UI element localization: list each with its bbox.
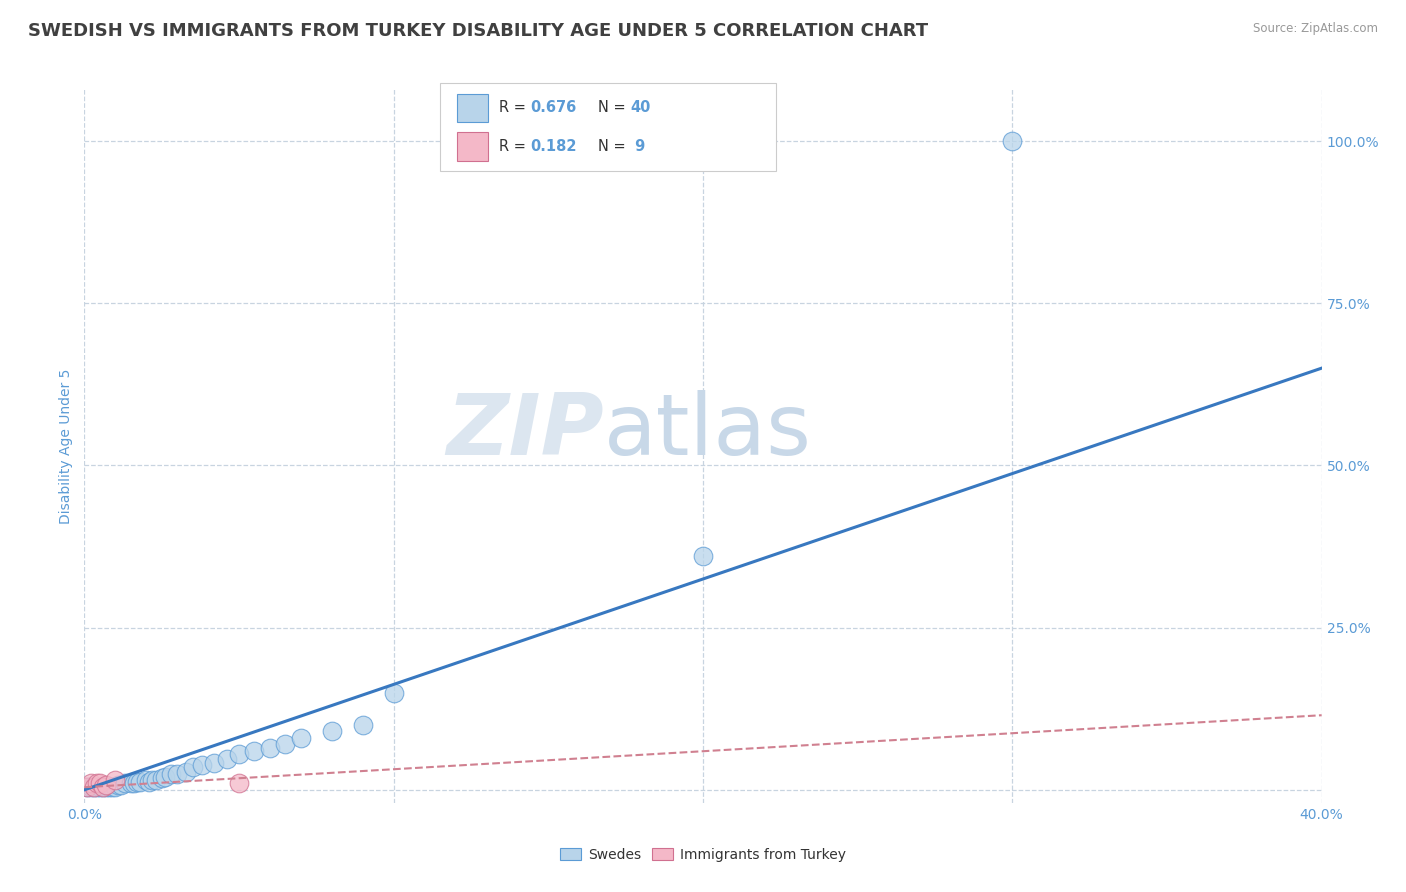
Text: atlas: atlas <box>605 390 813 474</box>
Swedes <box>145 773 167 788</box>
Swedes <box>138 775 160 789</box>
Immigrants from Turkey <box>91 780 114 794</box>
Text: N =: N = <box>598 101 630 115</box>
Swedes <box>107 778 129 792</box>
Swedes <box>101 780 124 794</box>
Swedes <box>79 780 101 794</box>
Swedes <box>176 764 198 779</box>
Swedes <box>243 744 266 758</box>
Immigrants from Turkey <box>89 776 111 790</box>
Swedes <box>352 718 374 732</box>
Text: R =: R = <box>499 101 530 115</box>
Swedes <box>122 776 145 790</box>
Y-axis label: Disability Age Under 5: Disability Age Under 5 <box>59 368 73 524</box>
Text: R =: R = <box>499 139 530 153</box>
Swedes <box>228 747 250 761</box>
Swedes <box>125 775 148 789</box>
Swedes <box>141 773 163 788</box>
Swedes <box>692 549 714 564</box>
Swedes <box>1001 134 1024 148</box>
Immigrants from Turkey <box>228 776 250 790</box>
Swedes <box>104 780 127 794</box>
Text: 0.182: 0.182 <box>530 139 576 153</box>
Swedes <box>274 738 297 752</box>
Swedes <box>191 758 214 772</box>
Swedes <box>181 760 204 774</box>
Immigrants from Turkey <box>86 776 108 790</box>
Swedes <box>110 778 132 792</box>
Swedes <box>321 724 343 739</box>
Swedes <box>153 770 176 784</box>
Swedes <box>382 685 405 699</box>
Immigrants from Turkey <box>79 776 101 790</box>
Text: Source: ZipAtlas.com: Source: ZipAtlas.com <box>1253 22 1378 36</box>
Swedes <box>215 752 238 766</box>
Swedes <box>94 780 117 794</box>
Swedes <box>91 780 114 794</box>
Swedes <box>83 780 105 794</box>
Text: ZIP: ZIP <box>446 390 605 474</box>
Swedes <box>259 740 281 755</box>
Swedes <box>166 766 188 780</box>
Swedes <box>89 780 111 794</box>
Swedes <box>86 780 108 794</box>
Swedes <box>76 780 98 794</box>
Text: N =: N = <box>598 139 630 153</box>
Swedes <box>290 731 312 745</box>
Swedes <box>150 771 173 785</box>
Text: 9: 9 <box>630 139 645 153</box>
Swedes <box>202 756 225 770</box>
Swedes <box>160 766 183 780</box>
Swedes <box>120 776 142 790</box>
Text: SWEDISH VS IMMIGRANTS FROM TURKEY DISABILITY AGE UNDER 5 CORRELATION CHART: SWEDISH VS IMMIGRANTS FROM TURKEY DISABI… <box>28 22 928 40</box>
Immigrants from Turkey <box>83 780 105 794</box>
Immigrants from Turkey <box>76 780 98 794</box>
Swedes <box>135 773 157 788</box>
Legend: Swedes, Immigrants from Turkey: Swedes, Immigrants from Turkey <box>554 842 852 867</box>
Swedes <box>129 775 152 789</box>
Text: 40: 40 <box>630 101 650 115</box>
Immigrants from Turkey <box>94 778 117 792</box>
Swedes <box>114 776 136 790</box>
Immigrants from Turkey <box>104 773 127 788</box>
Swedes <box>98 780 121 794</box>
Text: 0.676: 0.676 <box>530 101 576 115</box>
